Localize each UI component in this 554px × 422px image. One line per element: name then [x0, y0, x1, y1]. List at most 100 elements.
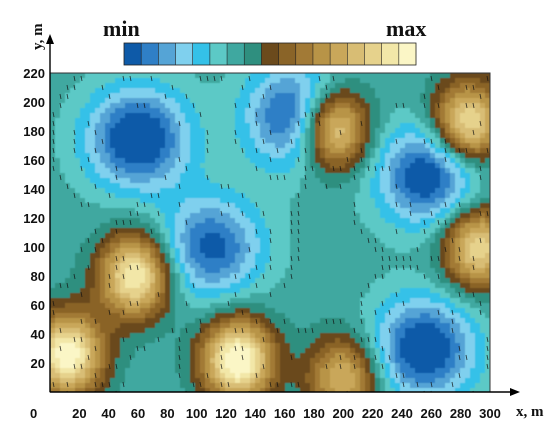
contour-cell: [185, 168, 191, 174]
contour-cell: [95, 73, 101, 79]
contour-cell: [80, 308, 86, 314]
contour-cell: [350, 253, 356, 259]
contour-cell: [210, 328, 216, 334]
contour-cell: [105, 303, 111, 309]
contour-cell: [235, 108, 241, 114]
contour-cell: [345, 303, 351, 309]
contour-cell: [320, 388, 326, 392]
contour-cell: [255, 128, 261, 134]
contour-cell: [305, 118, 311, 124]
contour-cell: [365, 293, 371, 299]
contour-cell: [155, 93, 161, 99]
contour-cell: [340, 188, 346, 194]
contour-cell: [100, 338, 106, 344]
contour-cell: [115, 273, 121, 279]
contour-cell: [185, 163, 191, 169]
contour-cell: [50, 363, 56, 369]
contour-cell: [60, 353, 66, 359]
contour-cell: [195, 143, 201, 149]
contour-cell: [300, 318, 306, 324]
contour-cell: [160, 323, 166, 329]
contour-cell: [325, 243, 331, 249]
contour-cell: [70, 253, 76, 259]
contour-cell: [90, 203, 96, 209]
contour-cell: [230, 143, 236, 149]
contour-cell: [345, 378, 351, 384]
contour-cell: [255, 218, 261, 224]
contour-cell: [380, 173, 386, 179]
contour-cell: [135, 358, 141, 364]
contour-cell: [345, 83, 351, 89]
contour-cell: [270, 338, 276, 344]
contour-cell: [165, 168, 171, 174]
contour-cell: [285, 158, 291, 164]
contour-cell: [225, 353, 231, 359]
contour-cell: [120, 278, 126, 284]
contour-cell: [270, 248, 276, 254]
contour-cell: [370, 93, 376, 99]
contour-cell: [340, 248, 346, 254]
contour-cell: [65, 388, 71, 392]
contour-cell: [155, 243, 161, 249]
contour-cell: [95, 93, 101, 99]
contour-cell: [340, 213, 346, 219]
contour-cell: [65, 108, 71, 114]
contour-cell: [140, 158, 146, 164]
contour-cell: [80, 228, 86, 234]
contour-cell: [275, 263, 281, 269]
contour-cell: [345, 123, 351, 129]
contour-cell: [95, 153, 101, 159]
contour-cell: [395, 108, 401, 114]
contour-cell: [255, 368, 261, 374]
contour-cell: [385, 333, 391, 339]
contour-cell: [170, 343, 176, 349]
contour-cell: [105, 78, 111, 84]
contour-cell: [85, 133, 91, 139]
contour-cell: [75, 368, 81, 374]
contour-cell: [385, 388, 391, 392]
contour-cell: [210, 368, 216, 374]
contour-cell: [265, 238, 271, 244]
contour-cell: [120, 208, 126, 214]
contour-cell: [120, 253, 126, 259]
contour-cell: [175, 188, 181, 194]
contour-cell: [165, 128, 171, 134]
contour-cell: [220, 238, 226, 244]
contour-cell: [405, 143, 411, 149]
contour-cell: [200, 153, 206, 159]
contour-cell: [115, 148, 121, 154]
contour-cell: [295, 158, 301, 164]
contour-cell: [385, 138, 391, 144]
contour-cell: [420, 378, 426, 384]
contour-cell: [380, 108, 386, 114]
contour-cell: [180, 113, 186, 119]
contour-cell: [130, 328, 136, 334]
contour-cell: [370, 293, 376, 299]
contour-cell: [415, 368, 421, 374]
contour-cell: [265, 78, 271, 84]
contour-cell: [425, 163, 431, 169]
contour-cell: [350, 118, 356, 124]
contour-cell: [160, 268, 166, 274]
contour-cell: [250, 158, 256, 164]
contour-cell: [355, 288, 361, 294]
contour-cell: [225, 113, 231, 119]
contour-cell: [435, 118, 441, 124]
contour-cell: [165, 148, 171, 154]
contour-cell: [200, 218, 206, 224]
contour-cell: [335, 93, 341, 99]
contour-cell: [355, 228, 361, 234]
contour-cell: [110, 378, 116, 384]
contour-cell: [405, 133, 411, 139]
contour-cell: [315, 203, 321, 209]
contour-cell: [145, 203, 151, 209]
contour-cell: [205, 328, 211, 334]
contour-cell: [110, 288, 116, 294]
contour-cell: [350, 248, 356, 254]
contour-cell: [210, 143, 216, 149]
contour-cell: [380, 228, 386, 234]
contour-cell: [435, 93, 441, 99]
contour-cell: [60, 253, 66, 259]
contour-cell: [55, 368, 61, 374]
contour-cell: [55, 318, 61, 324]
